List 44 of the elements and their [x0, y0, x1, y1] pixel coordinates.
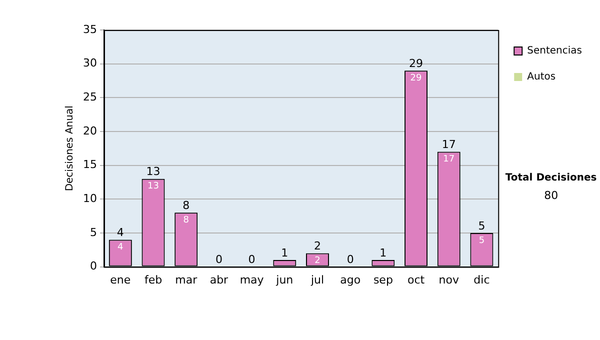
total-label: 13 — [146, 165, 160, 178]
data-label: 13 — [148, 182, 159, 192]
x-tick-label: dic — [474, 273, 490, 286]
y-tick-label: 10 — [82, 192, 97, 205]
y-tick-label: 20 — [82, 124, 97, 138]
x-tick-label: oct — [407, 273, 426, 286]
total-label: 8 — [182, 199, 190, 212]
y-tick-label: 30 — [82, 56, 97, 70]
total-label: 0 — [346, 253, 354, 266]
total-label: 29 — [409, 56, 424, 70]
total-label: 17 — [442, 138, 456, 152]
x-tick-label: feb — [144, 273, 162, 286]
y-axis-title: Decisiones Anual — [64, 106, 76, 192]
x-tick-label: jun — [275, 273, 294, 286]
total-label: 0 — [215, 253, 222, 266]
y-tick-label: 0 — [90, 260, 97, 273]
data-label: 29 — [410, 73, 422, 84]
total-label: 1 — [380, 246, 387, 260]
x-tick-label: may — [240, 273, 264, 286]
x-tick-label: abr — [210, 273, 229, 286]
total-label: 0 — [248, 253, 256, 266]
text: Total Decisiones — [505, 172, 597, 184]
data-label: 2 — [314, 256, 320, 266]
legend-label: Sentencias — [527, 46, 582, 57]
legend-label: Autos — [527, 72, 556, 83]
data-label: 8 — [183, 216, 190, 226]
total-label: 4 — [116, 226, 124, 240]
y-tick-label: 5 — [90, 226, 97, 239]
total-label: 1 — [281, 246, 288, 260]
x-tick-label: jul — [310, 273, 324, 286]
data-label: 5 — [478, 236, 485, 246]
total-label: 2 — [314, 240, 321, 253]
x-tick-label: sep — [373, 273, 393, 286]
y-tick-label: 15 — [82, 158, 97, 172]
x-tick-label: mar — [175, 273, 198, 286]
x-tick-label: nov — [438, 273, 460, 286]
data-label: 4 — [118, 242, 124, 253]
x-tick-label: ago — [340, 273, 361, 286]
total-label: 5 — [478, 219, 486, 232]
x-tick-label: ene — [110, 273, 131, 286]
y-tick-label: 25 — [82, 90, 97, 104]
text: 80 — [544, 188, 558, 202]
y-tick-label: 35 — [82, 22, 97, 36]
data-label: 17 — [443, 154, 455, 165]
